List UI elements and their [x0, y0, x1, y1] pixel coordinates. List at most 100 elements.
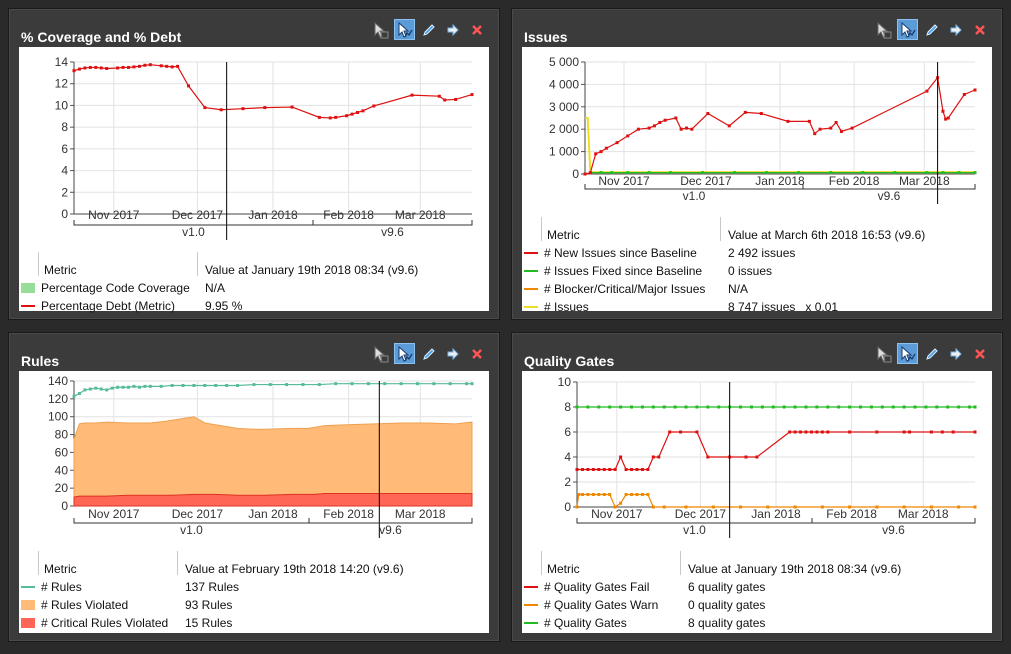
data-point: [782, 405, 786, 409]
data-point: [818, 127, 822, 131]
legend-metric-value: 8 quality gates: [688, 616, 766, 630]
version-label: v9.6: [882, 523, 905, 537]
select-cursor-icon[interactable]: [873, 343, 894, 364]
export-arrow-icon[interactable]: [945, 19, 966, 40]
close-x-icon[interactable]: [969, 19, 990, 40]
issues-chart[interactable]: 0 1 000 2 000 3 000 4 000 5 000 Nov 2017 Dec 20…: [522, 47, 992, 217]
legend-row[interactable]: # New Issues since Baseline: [524, 244, 697, 262]
close-x-icon[interactable]: [466, 19, 487, 40]
data-point: [334, 115, 338, 119]
export-arrow-icon[interactable]: [442, 343, 463, 364]
metric-header: Metric: [44, 263, 77, 277]
legend-row[interactable]: # Rules Violated: [21, 596, 128, 614]
data-point: [615, 141, 619, 145]
close-x-icon[interactable]: [969, 343, 990, 364]
data-point: [850, 126, 854, 130]
edit-pencil-icon[interactable]: [418, 19, 439, 40]
legend-line-swatch: [524, 306, 538, 308]
data-point: [646, 468, 650, 471]
legend-row[interactable]: # Quality Gates Fail: [524, 578, 649, 596]
edit-pencil-icon[interactable]: [921, 19, 942, 40]
data-point: [902, 430, 906, 434]
x-tick-label: Nov 2017: [88, 507, 140, 521]
legend-row[interactable]: # Rules: [21, 578, 82, 596]
select-cursor-icon[interactable]: [370, 19, 391, 40]
y-tick-label: 80: [55, 428, 69, 442]
legend-line-swatch: [524, 622, 538, 624]
data-point: [679, 430, 683, 434]
data-point: [317, 115, 321, 119]
x-tick-label: Dec 2017: [172, 507, 224, 521]
y-tick-label: 60: [55, 445, 69, 459]
legend-metric-value: 8 747 issues x 0.01: [728, 300, 839, 314]
edit-pencil-icon[interactable]: [418, 343, 439, 364]
data-point: [594, 152, 598, 156]
legend-line-swatch: [524, 270, 538, 272]
data-point: [241, 107, 245, 111]
rules-chart[interactable]: 0 20 40 60 80 100 120 140 Nov 2017 Dec 2017 Jan 20…: [19, 371, 489, 551]
legend-line-swatch: [21, 586, 35, 588]
chart-legend: Metric Value at February 19th 2018 14:20 …: [19, 551, 489, 633]
y-tick-label: 10: [558, 375, 572, 389]
legend-row[interactable]: # Issues: [524, 298, 589, 316]
legend-row[interactable]: # Critical Rules Violated: [21, 614, 168, 632]
select-cursor-icon[interactable]: [370, 343, 391, 364]
quality-gates-panel: Quality Gates 0 2 4 6 8 10 Nov 2017 Dec 2017 Jan…: [511, 332, 1003, 642]
data-point: [684, 405, 688, 409]
data-point: [624, 468, 628, 471]
select-cursor-icon[interactable]: [873, 19, 894, 40]
data-point: [236, 383, 240, 387]
data-point: [848, 405, 852, 409]
data-point: [72, 394, 76, 398]
data-point: [290, 105, 294, 109]
legend-metric-value: 93 Rules: [185, 598, 233, 612]
legend-row[interactable]: # Quality Gates Warn: [524, 596, 658, 614]
chart-select-icon[interactable]: [897, 19, 918, 40]
legend-row[interactable]: # Issues Fixed since Baseline: [524, 262, 702, 280]
data-point: [203, 106, 207, 110]
data-point: [186, 84, 190, 88]
export-arrow-icon[interactable]: [442, 19, 463, 40]
data-point: [121, 385, 125, 389]
data-point: [345, 114, 349, 118]
legend-metric-name: # Issues Fixed since Baseline: [544, 264, 703, 278]
x-tick-label: Dec 2017: [172, 208, 224, 222]
data-point: [577, 493, 581, 496]
legend-separator: [38, 551, 39, 575]
legend-box-swatch: [21, 618, 35, 628]
quality-gates-chart[interactable]: 0 2 4 6 8 10 Nov 2017 Dec 2017 Jan 2018 Feb 2018 M…: [522, 371, 992, 551]
chart-select-icon[interactable]: [394, 19, 415, 40]
legend-row[interactable]: Percentage Code Coverage: [21, 279, 190, 297]
data-point: [77, 67, 81, 71]
legend-metric-name: # Issues: [544, 300, 589, 314]
chart-select-icon[interactable]: [394, 343, 415, 364]
x-tick-label: Jan 2018: [751, 507, 801, 521]
data-point: [635, 468, 639, 471]
data-point: [99, 387, 103, 391]
data-point: [252, 383, 256, 387]
data-point: [116, 385, 120, 389]
y-tick-label: 6: [564, 425, 571, 439]
coverage-debt-chart[interactable]: 0 2 4 6 8 10 12 14 Nov 2017 Dec 2017 Jan 2018 Feb 2…: [19, 47, 489, 252]
rules-panel: Rules 0 20 40 60 80 100 120 140 Nov 2017 Dec 2017…: [8, 332, 500, 642]
legend-row[interactable]: # Quality Gates: [524, 614, 627, 632]
data-point: [470, 382, 474, 386]
close-x-icon[interactable]: [466, 343, 487, 364]
data-point: [176, 64, 180, 68]
legend-row[interactable]: # Blocker/Critical/Major Issues: [524, 280, 705, 298]
data-point: [809, 430, 813, 434]
data-point: [591, 493, 595, 496]
data-point: [755, 455, 759, 459]
data-point: [739, 505, 743, 509]
x-tick-label: Jan 2018: [755, 174, 805, 188]
legend-line-swatch: [524, 252, 538, 254]
legend-row[interactable]: Percentage Debt (Metric): [21, 297, 175, 315]
export-arrow-icon[interactable]: [945, 343, 966, 364]
edit-pencil-icon[interactable]: [921, 343, 942, 364]
data-point: [651, 405, 655, 409]
chart-select-icon[interactable]: [897, 343, 918, 364]
data-point: [437, 94, 441, 98]
data-point: [711, 505, 715, 509]
version-bracket: [802, 184, 976, 190]
data-point: [973, 171, 977, 175]
